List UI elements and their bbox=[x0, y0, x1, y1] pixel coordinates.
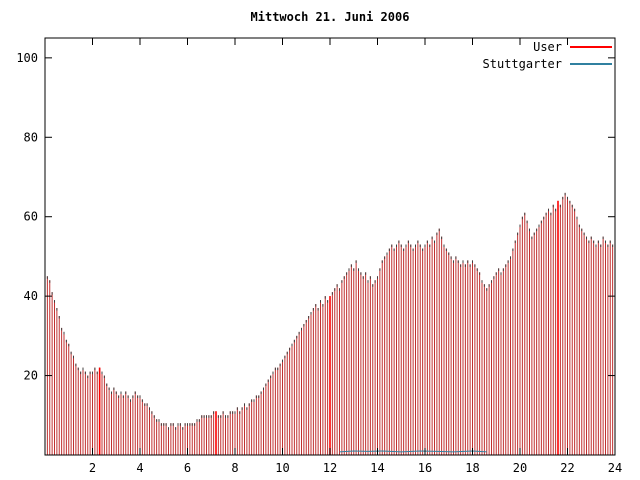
x-tick-label: 10 bbox=[275, 461, 289, 475]
legend-line-stuttgarter bbox=[570, 63, 612, 65]
x-tick-label: 12 bbox=[323, 461, 337, 475]
x-tick-label: 8 bbox=[231, 461, 238, 475]
plot-border bbox=[44, 37, 616, 456]
legend-item-stuttgarter: Stuttgarter bbox=[483, 57, 612, 71]
x-tick-label: 4 bbox=[136, 461, 143, 475]
x-tick-label: 20 bbox=[513, 461, 527, 475]
x-tick-label: 22 bbox=[560, 461, 574, 475]
legend-label-stuttgarter: Stuttgarter bbox=[482, 57, 562, 71]
y-tick-label: 40 bbox=[24, 289, 38, 303]
y-tick-label: 20 bbox=[24, 369, 38, 383]
legend-item-user: User bbox=[483, 40, 612, 54]
x-tick-label: 14 bbox=[370, 461, 384, 475]
x-tick-label: 16 bbox=[418, 461, 432, 475]
x-tick-label: 24 bbox=[608, 461, 622, 475]
legend-line-user bbox=[570, 46, 612, 48]
y-tick-label: 100 bbox=[16, 51, 38, 65]
legend: User Stuttgarter bbox=[483, 40, 612, 71]
line-stuttgarter bbox=[339, 450, 487, 453]
x-tick-label: 18 bbox=[465, 461, 479, 475]
legend-label-user: User bbox=[533, 40, 562, 54]
chart-title: Mittwoch 21. Juni 2006 bbox=[250, 10, 410, 24]
y-tick-label: 60 bbox=[24, 210, 38, 224]
x-tick-label: 6 bbox=[184, 461, 191, 475]
x-tick-label: 2 bbox=[89, 461, 96, 475]
y-tick-label: 80 bbox=[24, 130, 38, 144]
